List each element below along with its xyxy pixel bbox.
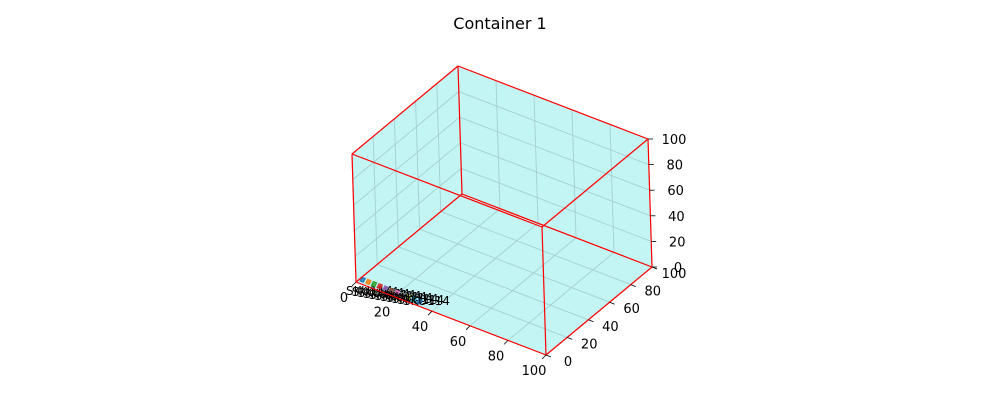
x-tick-mark bbox=[465, 325, 471, 331]
y-tick-label: 20 bbox=[581, 337, 598, 352]
x-tick-mark bbox=[389, 296, 395, 301]
container-edge bbox=[457, 65, 649, 140]
item-marker bbox=[399, 291, 406, 299]
item-marker bbox=[393, 289, 401, 297]
item-label: SKU114 bbox=[403, 294, 450, 308]
grid-line bbox=[459, 116, 650, 191]
item-marker bbox=[416, 298, 423, 305]
grid-line bbox=[393, 208, 501, 297]
grid-line bbox=[393, 118, 399, 247]
grid-line bbox=[415, 101, 421, 230]
z-tick-label: 60 bbox=[667, 184, 684, 199]
grid-line bbox=[352, 91, 460, 180]
grid-line bbox=[431, 222, 539, 312]
z-tick-label: 40 bbox=[668, 210, 685, 225]
z-tick-label: 0 bbox=[674, 261, 682, 276]
y-tick-mark bbox=[609, 301, 615, 305]
x-tick-mark bbox=[427, 310, 433, 316]
grid-line bbox=[609, 124, 615, 253]
item-marker bbox=[410, 296, 418, 303]
z-tick-label: 100 bbox=[662, 133, 687, 148]
x-tick-label: 100 bbox=[522, 364, 547, 379]
item-marker bbox=[376, 283, 384, 290]
item-marker bbox=[365, 278, 372, 286]
grid-line bbox=[571, 109, 577, 238]
container-edge bbox=[355, 281, 547, 356]
x-tick-mark bbox=[541, 354, 547, 360]
item-marker bbox=[387, 287, 395, 294]
x-tick-label: 40 bbox=[412, 320, 429, 335]
grid-line bbox=[377, 263, 568, 338]
grid-line bbox=[495, 80, 501, 209]
container-edge bbox=[351, 153, 357, 283]
x-tick-mark bbox=[503, 340, 509, 345]
y-tick-mark bbox=[567, 337, 573, 340]
grid-line bbox=[354, 168, 462, 257]
container-edge bbox=[457, 65, 463, 195]
container-edge bbox=[541, 138, 649, 228]
container-edge bbox=[647, 138, 653, 268]
grid-line bbox=[507, 252, 615, 341]
container-edge bbox=[355, 193, 463, 283]
y-tick-label: 0 bbox=[564, 355, 572, 370]
x-tick-mark bbox=[351, 281, 357, 287]
y-tick-mark bbox=[588, 319, 594, 323]
grid-line bbox=[419, 228, 610, 303]
z-tick-label: 20 bbox=[669, 235, 686, 250]
grid-line bbox=[461, 167, 652, 242]
grid-line bbox=[460, 142, 651, 217]
x-tick-label: 60 bbox=[450, 335, 467, 350]
item-marker bbox=[370, 280, 378, 288]
z-tick-label: 80 bbox=[667, 159, 684, 174]
y-tick-label: 60 bbox=[623, 302, 640, 317]
data-items: SKU114SKU114SKU114SKU114SKU114SKU114SKU1… bbox=[346, 276, 450, 308]
container-edge bbox=[461, 193, 653, 268]
grid-line bbox=[440, 211, 631, 286]
grid-line bbox=[458, 91, 649, 166]
item-marker bbox=[404, 293, 412, 301]
container-box bbox=[351, 65, 653, 356]
grid-line bbox=[398, 246, 589, 321]
x-tick-label: 80 bbox=[488, 349, 505, 364]
grid-line bbox=[372, 136, 378, 265]
grid-line bbox=[354, 142, 461, 232]
container-edge bbox=[351, 153, 543, 228]
y-tick-mark bbox=[545, 354, 552, 358]
y-tick-mark bbox=[630, 284, 636, 287]
x-tick-label: 20 bbox=[374, 306, 391, 321]
container-edge bbox=[545, 266, 653, 356]
item-marker bbox=[382, 285, 389, 292]
container-edge bbox=[541, 226, 547, 356]
x-tick-label: 0 bbox=[340, 291, 348, 306]
y-tick-label: 40 bbox=[602, 320, 619, 335]
grid-line bbox=[533, 95, 539, 224]
chart-title: Container 1 bbox=[453, 14, 546, 33]
grid-line bbox=[436, 83, 442, 212]
y-tick-label: 100 bbox=[662, 267, 687, 282]
container-edge bbox=[351, 65, 459, 155]
grid-line bbox=[353, 116, 460, 206]
y-tick-label: 80 bbox=[645, 285, 662, 300]
grid-line bbox=[469, 237, 577, 327]
